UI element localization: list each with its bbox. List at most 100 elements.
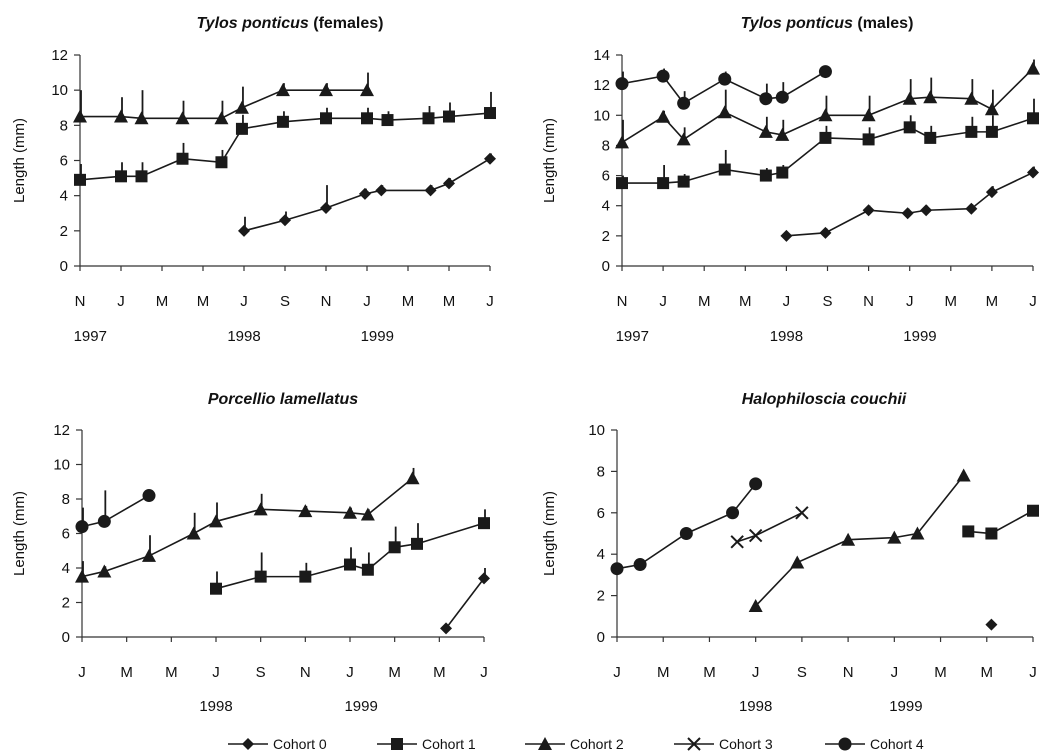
series-line xyxy=(968,510,1034,535)
x-tick-label: J xyxy=(891,664,899,681)
legend-marker xyxy=(538,737,552,750)
data-point xyxy=(443,110,455,123)
legend-item-2: Cohort 2 xyxy=(525,736,624,752)
data-point xyxy=(780,229,793,242)
data-point xyxy=(795,506,809,520)
data-point xyxy=(424,184,437,197)
x-tick-label: N xyxy=(843,664,854,681)
series-cohort-4 xyxy=(610,477,763,576)
data-point xyxy=(234,100,249,114)
data-point xyxy=(965,125,978,138)
y-axis-label: Length (mm) xyxy=(541,491,558,576)
y-tick-label: 14 xyxy=(593,47,610,64)
data-point xyxy=(360,507,375,521)
chart-title-species: Halophiloscia couchii xyxy=(742,391,907,408)
data-point xyxy=(902,91,917,105)
data-point xyxy=(210,582,222,595)
data-point xyxy=(1027,112,1039,125)
data-point xyxy=(75,520,89,534)
series-line xyxy=(81,477,414,578)
legend-marker xyxy=(838,737,852,751)
data-point xyxy=(422,112,435,125)
data-point xyxy=(484,152,496,165)
data-point xyxy=(730,535,744,549)
y-tick-label: 6 xyxy=(62,526,70,543)
x-tick-label: M xyxy=(657,664,670,681)
y-tick-label: 6 xyxy=(602,168,610,185)
data-point xyxy=(298,504,313,518)
data-point xyxy=(726,506,740,520)
series-cohort-1 xyxy=(962,504,1039,540)
series-cohort-0 xyxy=(985,618,998,631)
series-cohort-1 xyxy=(616,98,1039,190)
data-point xyxy=(361,563,374,576)
chart-title-species: Tylos ponticus xyxy=(196,15,308,32)
y-axis-label: Length (mm) xyxy=(11,118,28,203)
data-point xyxy=(97,514,111,528)
x-tick-label: J xyxy=(783,293,791,310)
legend-label: Cohort 4 xyxy=(870,736,924,752)
x-tick-label: J xyxy=(613,664,621,681)
data-point xyxy=(656,69,670,83)
data-point xyxy=(615,135,629,149)
data-point xyxy=(615,77,629,91)
data-point xyxy=(484,107,496,120)
data-point xyxy=(965,202,978,215)
data-point xyxy=(616,177,628,190)
year-label: 1998 xyxy=(770,328,803,345)
chart-panel-4: Halophiloscia couchii Length (mm) 0 2 4 6 8 10 J… xyxy=(541,391,1039,715)
data-point xyxy=(1027,166,1039,179)
x-tick-label: M xyxy=(156,293,169,310)
data-point xyxy=(964,91,979,105)
y-tick-label: 10 xyxy=(51,82,68,99)
x-tick-label: M xyxy=(739,293,752,310)
legend: Cohort 0 Cohort 1 Cohort 2 Cohort 3 Cohort 4 xyxy=(228,736,924,752)
year-label: 1999 xyxy=(889,698,922,715)
data-point xyxy=(718,72,732,86)
data-point xyxy=(299,570,312,583)
series-line xyxy=(445,577,485,629)
data-point xyxy=(818,65,832,79)
data-point xyxy=(610,562,624,576)
data-point xyxy=(748,598,763,612)
data-point xyxy=(656,109,671,123)
data-point xyxy=(924,131,937,144)
series-cohort-2 xyxy=(73,72,374,125)
series-line xyxy=(81,494,150,528)
chart-title-suffix: (females) xyxy=(309,15,384,32)
y-tick-label: 0 xyxy=(602,258,610,275)
data-point xyxy=(134,111,149,125)
data-point xyxy=(862,133,875,146)
series-cohort-4 xyxy=(75,489,156,534)
y-tick-label: 10 xyxy=(593,107,610,124)
data-point xyxy=(676,132,691,146)
data-point xyxy=(142,548,156,562)
data-point xyxy=(920,204,933,217)
y-tick-label: 0 xyxy=(597,629,605,646)
series-line xyxy=(616,483,757,570)
x-tick-label: J xyxy=(240,293,248,310)
y-tick-label: 2 xyxy=(62,595,70,612)
data-point xyxy=(759,169,772,182)
series-cohort-3 xyxy=(730,506,809,549)
data-point xyxy=(381,114,394,127)
series-line xyxy=(755,475,965,607)
legend-marker xyxy=(687,737,701,751)
data-point xyxy=(633,558,647,572)
x-tick-label: J xyxy=(346,664,354,681)
data-point xyxy=(985,186,998,199)
data-point xyxy=(115,170,127,183)
data-point xyxy=(388,541,401,554)
series-cohort-0 xyxy=(238,152,496,237)
data-point xyxy=(818,108,833,122)
data-point xyxy=(679,527,693,540)
data-point xyxy=(775,90,789,104)
data-point xyxy=(776,166,789,179)
legend-label: Cohort 1 xyxy=(422,736,476,752)
data-point xyxy=(1027,504,1039,517)
data-point xyxy=(344,558,356,571)
legend-item-1: Cohort 1 xyxy=(377,736,476,752)
data-point xyxy=(186,526,201,540)
y-tick-label: 8 xyxy=(62,491,70,508)
legend-item-0: Cohort 0 xyxy=(228,736,327,752)
